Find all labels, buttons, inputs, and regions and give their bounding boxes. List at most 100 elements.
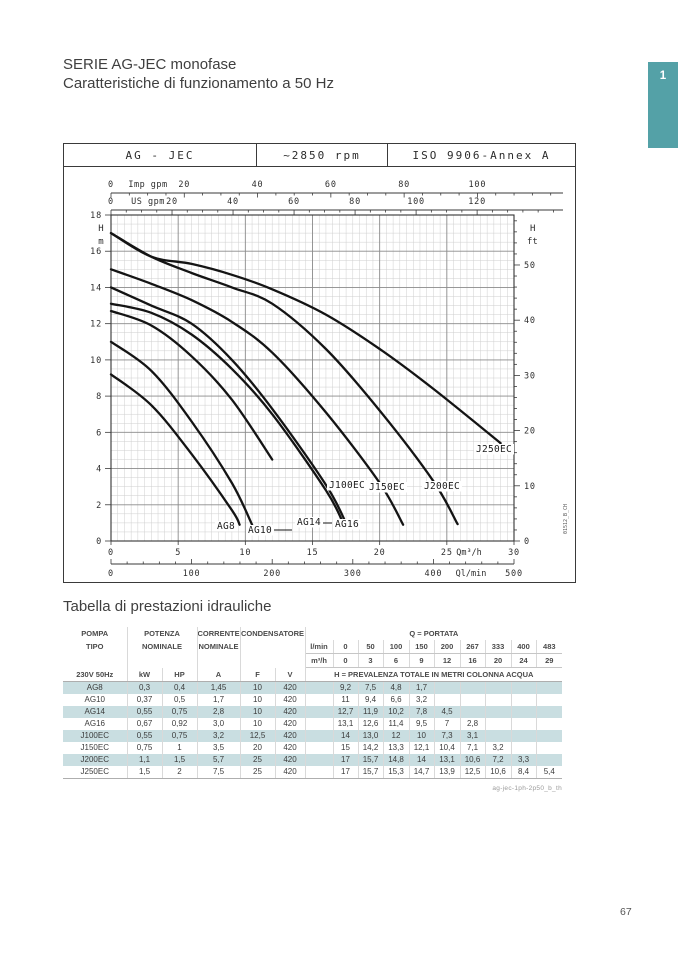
svg-text:H: H <box>530 224 535 234</box>
table-cell: 420 <box>275 718 306 730</box>
pump-type: J150EC <box>63 742 128 754</box>
chapter-tab-number: 1 <box>659 70 667 82</box>
svg-text:15: 15 <box>307 548 319 558</box>
pump-type: J100EC <box>63 730 128 742</box>
svg-text:Imp gpm: Imp gpm <box>128 180 167 190</box>
svg-text:0: 0 <box>108 197 114 207</box>
svg-text:100: 100 <box>183 569 201 579</box>
svg-text:30: 30 <box>508 548 520 558</box>
table-cell: 10,6 <box>485 766 512 779</box>
table-cell <box>536 706 563 718</box>
table-cell <box>305 706 334 718</box>
table-cell: 3,3 <box>511 754 537 766</box>
table-cell: 14 <box>333 730 359 742</box>
unit-a: A <box>197 667 241 682</box>
table-cell: 3,0 <box>197 718 241 730</box>
table-cell: 0,5 <box>162 694 198 706</box>
page-title: SERIE AG-JEC monofase Caratteristiche di… <box>63 55 334 93</box>
table-cell: 2 <box>162 766 198 779</box>
unit-lmin: l/min <box>305 640 334 654</box>
table-cell: 4,8 <box>383 681 410 694</box>
table-cell: 3,2 <box>197 730 241 742</box>
table-cell: 20 <box>240 742 276 754</box>
table-row: AG14 0,55 0,75 2,8 10 420 12,7 11,9 10,2 7,8 4,5 <box>63 706 563 718</box>
table-row: J250EC 1,5 2 7,5 25 420 17 15,7 15,3 14,7 13,9 12,5… <box>63 766 563 779</box>
table-cell <box>536 742 562 754</box>
table-cell: 1,5 <box>127 766 163 779</box>
table-cell: 15,7 <box>358 766 384 779</box>
curve-label-AG14: AG14 <box>297 517 321 528</box>
table-cell <box>460 681 486 694</box>
chart-title-bar: AG - JEC ~2850 rpm ISO 9906-Annex A <box>64 144 575 167</box>
table-cell <box>240 653 306 668</box>
table-cell <box>485 718 512 730</box>
svg-text:0: 0 <box>524 537 530 547</box>
col-pompa: POMPA <box>63 627 128 640</box>
col-condensatore: CONDENSATORE <box>240 627 306 640</box>
table-cell: 13,1 <box>434 754 461 766</box>
table-cell <box>536 694 562 706</box>
table-row: AG8 0,3 0,4 1,45 10 420 9,2 7,5 4,8 1,7 <box>63 681 563 694</box>
curve-label-AG16: AG16 <box>335 519 359 530</box>
table-cell <box>460 694 486 706</box>
table-cell: NOMINALE <box>127 640 198 654</box>
table-cell: 12,1 <box>409 742 435 754</box>
gpm-axes: 0 20 40 60 80 100 Imp gpm 0 20 40 60 80 100 120 US gpm <box>108 180 563 215</box>
col-portata: Q = PORTATA <box>409 629 459 638</box>
performance-chart-box: AG - JEC ~2850 rpm ISO 9906-Annex A 0 20 4… <box>63 143 576 583</box>
pump-type: AG14 <box>63 706 128 718</box>
table-cell: 3,2 <box>485 742 512 754</box>
table-cell: 420 <box>275 742 306 754</box>
table-cell: 1,45 <box>197 681 241 694</box>
flow-m3h: 29 <box>536 653 563 668</box>
table-cell: 0,37 <box>127 694 163 706</box>
svg-text:m: m <box>98 237 103 247</box>
table-cell <box>536 681 563 694</box>
flow-lmin: 267 <box>460 640 486 654</box>
svg-text:6: 6 <box>96 428 102 438</box>
pump-type: AG8 <box>63 681 128 694</box>
table-cell: 12,7 <box>333 706 359 718</box>
table-cell <box>305 742 334 754</box>
table-cell <box>434 681 461 694</box>
svg-text:0: 0 <box>108 180 114 190</box>
table-title: Tabella di prestazioni idrauliche <box>63 598 272 615</box>
table-cell <box>63 653 128 668</box>
table-cell: 14 <box>409 754 435 766</box>
pump-type: J250EC <box>63 766 128 779</box>
table-cell <box>536 718 562 730</box>
table-cell: 420 <box>275 754 306 766</box>
table-cell: 7,5 <box>358 681 384 694</box>
q-m3h-axis: 0 5 10 15 20 25 30 Qm³/h <box>108 541 520 558</box>
flow-m3h: 6 <box>383 653 410 668</box>
table-cell: 10 <box>240 718 276 730</box>
chart-grid <box>111 215 514 541</box>
svg-text:400: 400 <box>425 569 443 579</box>
table-row: J100EC 0,55 0,75 3,2 12,5 420 14 13,0 12 10 7,3 3,1 <box>63 730 563 742</box>
curve-AG10 <box>109 340 254 526</box>
table-cell: 420 <box>275 694 306 706</box>
table-cell: 14,7 <box>409 766 435 779</box>
flow-m3h: 16 <box>460 653 486 668</box>
table-footnote: ag-jec-1ph-2p50_b_th <box>492 785 562 792</box>
table-cell: 420 <box>275 730 306 742</box>
unit-f: F <box>240 667 276 682</box>
unit-kw: kW <box>127 667 163 682</box>
curve-J250EC <box>109 231 502 445</box>
flow-m3h: 0 <box>333 653 359 668</box>
table-row: AG10 0,37 0,5 1,7 10 420 11 9,4 6,6 3,2 <box>63 694 562 706</box>
svg-text:Qm³/h: Qm³/h <box>456 548 482 558</box>
svg-text:60: 60 <box>325 180 337 190</box>
head-legend: H = PREVALENZA TOTALE IN METRI COLONNA A… <box>305 667 563 682</box>
table-header-row: POMPA POTENZA CORRENTE CONDENSATORE Q = PORT… <box>63 627 562 640</box>
svg-text:18: 18 <box>90 211 102 221</box>
flow-m3h: 9 <box>409 653 435 668</box>
curve-J200EC <box>109 231 459 526</box>
chart-iso-standard: ISO 9906-Annex A <box>412 148 551 162</box>
flow-m3h: 3 <box>358 653 384 668</box>
chapter-tab: 1 <box>648 62 678 148</box>
table-cell: 4,5 <box>434 706 461 718</box>
table-cell <box>127 653 198 668</box>
table-cell: 3,2 <box>409 694 435 706</box>
